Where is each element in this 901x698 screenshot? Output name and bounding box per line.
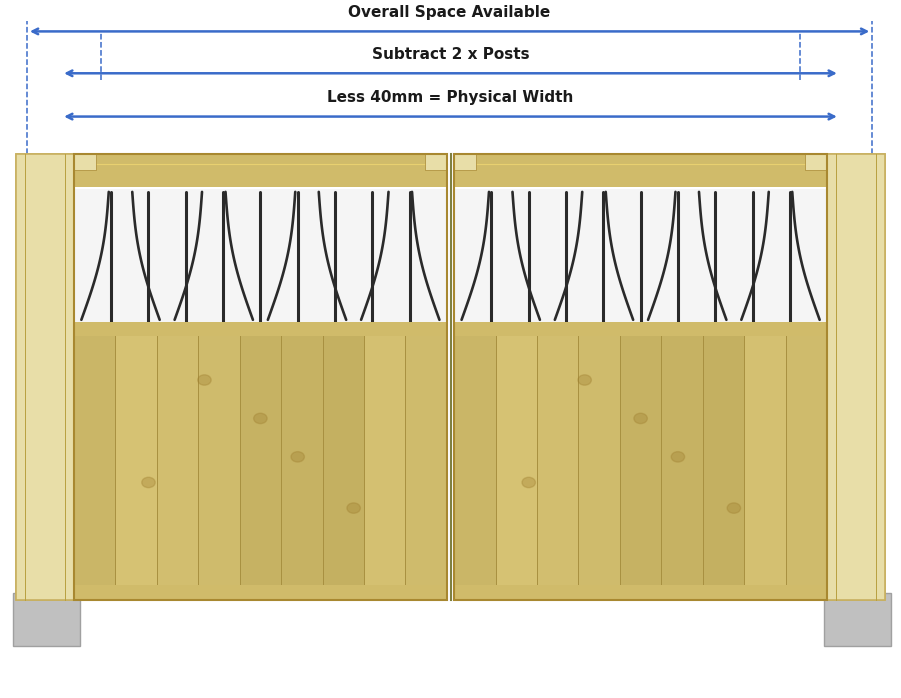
Circle shape [522,477,535,488]
Circle shape [197,375,211,385]
Bar [74,322,447,336]
Bar [74,329,115,585]
Bar [454,322,827,336]
Circle shape [671,452,685,462]
Bar [157,329,198,585]
Bar [14,593,80,646]
Bar [16,154,74,600]
Bar [496,329,537,585]
Bar [578,329,620,585]
Bar [661,329,703,585]
Bar [74,154,96,170]
Bar [805,154,827,170]
Bar [74,585,447,600]
Bar [364,329,405,585]
Bar [240,329,281,585]
Circle shape [634,413,647,424]
Circle shape [141,477,155,488]
Bar [824,593,891,646]
Bar [827,154,885,600]
Bar [323,329,364,585]
Bar [454,154,827,187]
Text: Subtract 2 x Posts: Subtract 2 x Posts [372,47,529,62]
Bar [74,189,447,325]
Circle shape [254,413,267,424]
Circle shape [347,503,360,513]
Text: Less 40mm = Physical Width: Less 40mm = Physical Width [327,91,574,105]
Bar [827,154,885,600]
Bar [454,154,477,170]
Bar [786,329,827,585]
Bar [198,329,240,585]
Bar [74,154,447,600]
Bar [703,329,744,585]
Bar [281,329,323,585]
Bar [620,329,661,585]
Text: Overall Space Available: Overall Space Available [349,6,551,20]
Bar [74,154,447,187]
Bar [454,329,496,585]
Bar [405,329,447,585]
Circle shape [291,452,305,462]
Bar [454,189,827,325]
Bar [424,154,447,170]
Circle shape [578,375,591,385]
Bar [454,154,827,600]
Bar [16,154,74,600]
Bar [744,329,786,585]
Bar [537,329,578,585]
Bar [454,585,827,600]
Circle shape [727,503,741,513]
Bar [115,329,157,585]
